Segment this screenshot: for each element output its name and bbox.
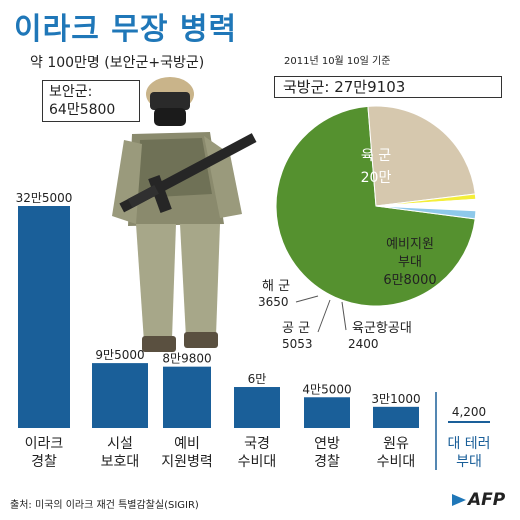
bar-value-3: 6만 <box>248 372 267 386</box>
security-forces-label: 보안군: <box>49 84 93 100</box>
pie-value-army: 20만 <box>361 170 392 186</box>
bar-5 <box>373 406 419 428</box>
page-subtitle: 약 100만명 (보안군+국방군) <box>30 55 205 71</box>
bar-1 <box>92 363 148 428</box>
bar-category-3-1: 수비대 <box>238 454 277 470</box>
bar-category-5-1: 수비대 <box>377 454 416 470</box>
afp-logo: AFP <box>468 490 506 510</box>
pie-label-reserve-2: 부대 <box>398 255 422 270</box>
afp-arrow-icon <box>452 494 466 506</box>
bar-category-6-1: 부대 <box>456 454 482 470</box>
bar-value-6: 4,200 <box>452 405 486 419</box>
bar-category-4-0: 연방 <box>314 436 340 452</box>
bar-value-2: 8만9800 <box>162 352 211 366</box>
bar-category-0-0: 이라크 <box>25 436 64 452</box>
pie-slice-4 <box>375 205 477 220</box>
bar-category-3-0: 국경 <box>244 436 270 452</box>
bar-2 <box>163 366 211 428</box>
bar-category-5-0: 원유 <box>383 436 409 452</box>
pie-value-reserve: 6만8000 <box>383 273 436 288</box>
bar-value-1: 9만5000 <box>95 348 144 362</box>
page-title: 이라크 무장 병력 <box>14 12 238 47</box>
pie-slice-1 <box>367 105 476 207</box>
pie-label-airforce: 공 군 <box>282 321 310 336</box>
bar-3 <box>234 387 280 428</box>
pie-label-reserve-1: 예비지원 <box>386 237 434 252</box>
pie-value-navy: 3650 <box>258 295 289 309</box>
bar-value-4: 4만5000 <box>302 382 351 396</box>
bar-0 <box>18 206 70 428</box>
pie-value-aviation: 2400 <box>348 337 379 351</box>
source-note: 출처: 미국의 이라크 재건 특별감찰실(SIGIR) <box>10 500 199 511</box>
bar-4 <box>304 397 350 428</box>
security-forces-value: 64만5800 <box>49 102 116 118</box>
pie-label-army: 육 군 <box>361 148 391 164</box>
soldier-illustration <box>112 77 257 352</box>
bar-category-2-1: 지원병력 <box>161 454 213 470</box>
pie-label-aviation: 육군항공대 <box>352 321 412 336</box>
bar-value-5: 3만1000 <box>371 392 420 406</box>
date-note: 2011년 10월 10일 기준 <box>284 56 391 67</box>
pie-leader-aviation <box>341 301 347 331</box>
pie-value-airforce: 5053 <box>282 337 313 351</box>
pie-leader-airforce <box>317 299 331 333</box>
bar-category-1-0: 시설 <box>107 436 133 452</box>
bar-category-4-1: 경찰 <box>314 454 340 470</box>
pie-label-navy: 해 군 <box>262 279 290 294</box>
bar-value-0: 32만5000 <box>16 191 73 205</box>
security-forces-total-box: 보안군: 64만5800 <box>42 80 140 122</box>
defense-forces-total-box: 국방군: 27만9103 <box>274 76 502 98</box>
pie-leader-navy <box>295 295 319 303</box>
bar-category-6-0: 대 테러 <box>447 436 490 452</box>
bar-category-1-1: 보호대 <box>101 454 140 470</box>
bar-category-0-1: 경찰 <box>31 454 57 470</box>
bar-category-2-0: 예비 <box>174 436 200 452</box>
